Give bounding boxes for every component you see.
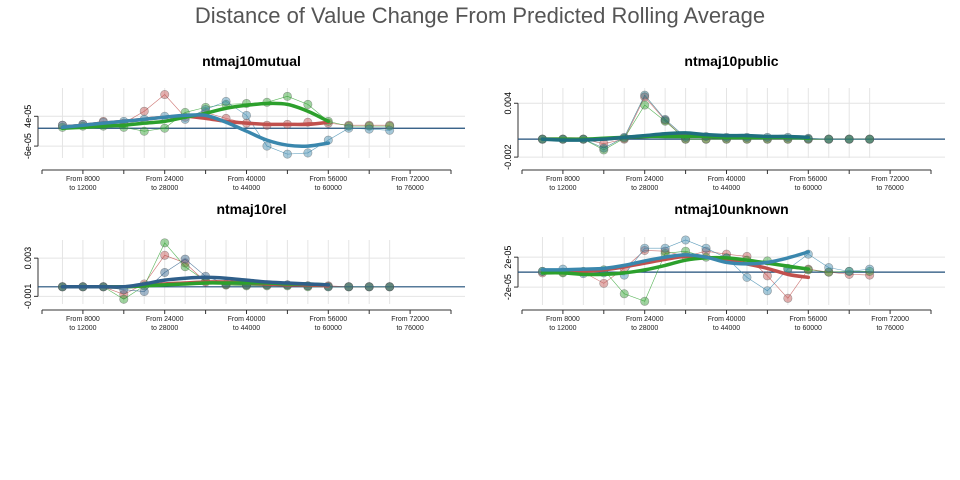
data-point (599, 143, 609, 153)
data-point (344, 282, 354, 292)
x-tick-label: From 40000 to 44000 (707, 176, 746, 192)
data-point (865, 134, 875, 144)
x-tick-label: From 72000 to 76000 (391, 316, 429, 332)
data-point (599, 278, 609, 288)
panel-title: ntmaj10rel (216, 201, 286, 217)
data-point (221, 96, 231, 106)
data-point (619, 289, 629, 299)
data-point (364, 121, 374, 131)
data-point (282, 149, 292, 159)
x-tick-label: From 56000 to 60000 (309, 316, 348, 332)
x-tick-label: From 40000 to 44000 (227, 316, 266, 332)
data-point (385, 282, 395, 292)
x-tick-label: From 40000 to 44000 (227, 176, 266, 192)
trend-line (60, 275, 331, 289)
data-point (660, 243, 670, 253)
data-point (139, 106, 149, 116)
x-tick-label: From 24000 to 28000 (145, 316, 184, 332)
x-tick-label: From 56000 to 60000 (789, 176, 828, 192)
data-point (844, 134, 854, 144)
data-point (139, 287, 149, 297)
y-tick-label: -0.002 (503, 144, 513, 170)
x-tick-label: From 24000 to 28000 (145, 176, 184, 192)
data-point (344, 123, 354, 133)
data-point (303, 148, 313, 158)
data-point (119, 289, 129, 299)
data-point (762, 271, 772, 281)
y-tick-label: -2e-05 (503, 274, 513, 300)
data-point (119, 294, 129, 304)
data-point (640, 243, 650, 253)
data-point (160, 250, 170, 260)
x-tick-label: From 72000 to 76000 (871, 316, 909, 332)
data-point (160, 238, 170, 248)
data-point (762, 286, 772, 296)
x-tick-label: From 8000 to 12000 (545, 176, 580, 192)
trend-line (540, 131, 811, 142)
y-tick-label: 0.004 (503, 92, 513, 115)
data-point (282, 91, 292, 101)
y-tick-label: 4e-05 (23, 105, 33, 128)
x-tick-label: From 72000 to 76000 (871, 176, 909, 192)
series-line (542, 250, 870, 299)
data-point (783, 293, 793, 303)
x-tick-label: From 8000 to 12000 (65, 176, 100, 192)
y-tick-label: 2e-05 (503, 246, 513, 269)
y-tick-label: 0.003 (23, 247, 33, 270)
x-tick-label: From 40000 to 44000 (707, 316, 746, 332)
x-tick-label: From 24000 to 28000 (625, 316, 664, 332)
trend-line (540, 250, 811, 272)
data-point (160, 123, 170, 133)
data-point (742, 272, 752, 282)
panel-title: ntmaj10public (684, 53, 778, 69)
data-point (844, 266, 854, 276)
data-point (865, 264, 875, 274)
data-point (160, 90, 170, 100)
trend-line (60, 113, 331, 148)
x-tick-label: From 56000 to 60000 (789, 316, 828, 332)
y-tick-label: -0.001 (23, 284, 33, 310)
data-point (364, 124, 374, 134)
data-point (180, 262, 190, 272)
x-tick-label: From 56000 to 60000 (309, 176, 348, 192)
data-point (824, 134, 834, 144)
data-point (262, 141, 272, 151)
x-tick-label: From 24000 to 28000 (625, 176, 664, 192)
trend-line (540, 254, 811, 280)
data-point (180, 254, 190, 264)
panel-title: ntmaj10unknown (674, 201, 788, 217)
data-point (681, 235, 691, 245)
series-line (542, 104, 870, 151)
data-point (640, 100, 650, 110)
data-point (139, 126, 149, 136)
data-point (660, 114, 670, 124)
panel-title: ntmaj10mutual (202, 53, 301, 69)
data-point (701, 243, 711, 253)
x-tick-label: From 8000 to 12000 (545, 316, 580, 332)
data-point (844, 269, 854, 279)
data-point (364, 282, 374, 292)
data-point (242, 110, 252, 120)
y-tick-label: -6e-05 (23, 133, 33, 159)
data-point (160, 267, 170, 277)
main-title: Distance of Value Change From Predicted … (195, 3, 765, 28)
data-point (824, 263, 834, 273)
x-tick-label: From 72000 to 76000 (391, 176, 429, 192)
data-point (385, 125, 395, 135)
x-tick-label: From 8000 to 12000 (65, 316, 100, 332)
data-point (303, 99, 313, 109)
data-point (640, 296, 650, 306)
data-point (640, 90, 650, 100)
